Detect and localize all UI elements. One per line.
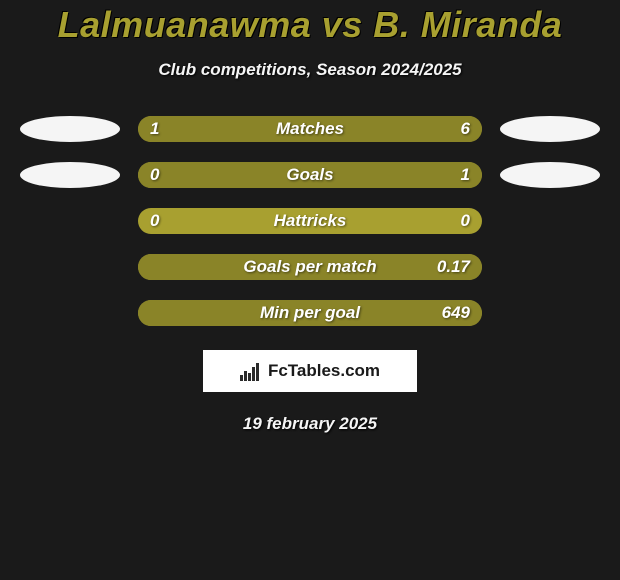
stat-label: Matches <box>276 119 344 139</box>
stat-label: Goals <box>286 165 333 185</box>
stat-value-right: 0.17 <box>437 257 470 277</box>
team-dot-left <box>20 162 120 188</box>
stat-bar: 0 Hattricks 0 <box>138 208 482 234</box>
stat-bar: 1 Matches 6 <box>138 116 482 142</box>
stat-row: Goals per match 0.17 <box>20 254 600 280</box>
brand-badge[interactable]: FcTables.com <box>203 350 417 392</box>
spacer <box>500 300 600 326</box>
stat-row: 0 Goals 1 <box>20 162 600 188</box>
stat-row: 0 Hattricks 0 <box>20 208 600 234</box>
stat-value-left: 0 <box>150 165 159 185</box>
stat-rows: 1 Matches 6 0 Goals 1 0 Hattricks 0 Goals per mat… <box>20 116 600 326</box>
stat-label: Goals per match <box>243 257 376 277</box>
team-dot-left <box>20 116 120 142</box>
team-dot-right <box>500 162 600 188</box>
stat-bar: 0 Goals 1 <box>138 162 482 188</box>
team-dot-right <box>500 116 600 142</box>
stat-value-right: 1 <box>461 165 470 185</box>
stat-label: Hattricks <box>274 211 347 231</box>
date: 19 february 2025 <box>243 414 377 434</box>
stat-row: 1 Matches 6 <box>20 116 600 142</box>
spacer <box>500 208 600 234</box>
title: Lalmuanawma vs B. Miranda <box>58 4 563 46</box>
stat-bar: Min per goal 649 <box>138 300 482 326</box>
stat-value-left: 0 <box>150 211 159 231</box>
stat-value-right: 6 <box>461 119 470 139</box>
stat-label: Min per goal <box>260 303 360 323</box>
stat-row: Min per goal 649 <box>20 300 600 326</box>
stat-value-left: 1 <box>150 119 159 139</box>
stat-value-right: 0 <box>461 211 470 231</box>
spacer <box>20 254 120 280</box>
stat-value-right: 649 <box>442 303 470 323</box>
spacer <box>20 300 120 326</box>
chart-icon <box>240 361 262 381</box>
bar-fill-left <box>138 116 200 142</box>
spacer <box>20 208 120 234</box>
brand-text: FcTables.com <box>268 361 380 381</box>
subtitle: Club competitions, Season 2024/2025 <box>158 60 461 80</box>
stat-bar: Goals per match 0.17 <box>138 254 482 280</box>
spacer <box>500 254 600 280</box>
comparison-card: Lalmuanawma vs B. Miranda Club competiti… <box>0 0 620 434</box>
